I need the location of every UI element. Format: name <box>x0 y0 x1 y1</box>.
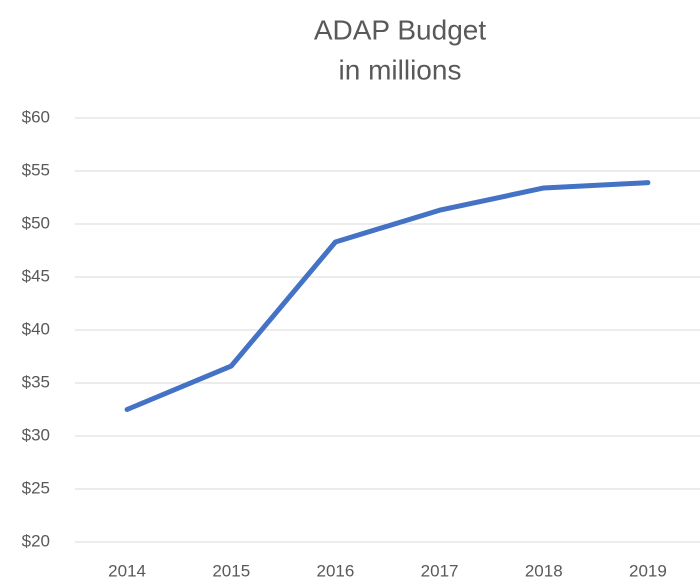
y-tick-label: $40 <box>22 319 50 338</box>
y-tick-label: $50 <box>22 213 50 232</box>
chart-subtitle: in millions <box>339 54 462 85</box>
y-tick-label: $20 <box>22 531 50 550</box>
data-line <box>124 180 651 412</box>
x-tick-label: 2016 <box>317 561 355 580</box>
y-tick-label: $35 <box>22 372 50 391</box>
x-tick-label: 2014 <box>108 561 146 580</box>
x-tick-label: 2015 <box>212 561 250 580</box>
x-tick-label: 2019 <box>629 561 667 580</box>
y-tick-label: $25 <box>22 478 50 497</box>
x-tick-label: 2018 <box>525 561 563 580</box>
y-tick-label: $55 <box>22 160 50 179</box>
y-tick-label: $60 <box>22 107 50 126</box>
y-tick-label: $30 <box>22 425 50 444</box>
y-tick-label: $45 <box>22 266 50 285</box>
x-tick-label: 2017 <box>421 561 459 580</box>
chart-title: ADAP Budget <box>314 14 486 45</box>
